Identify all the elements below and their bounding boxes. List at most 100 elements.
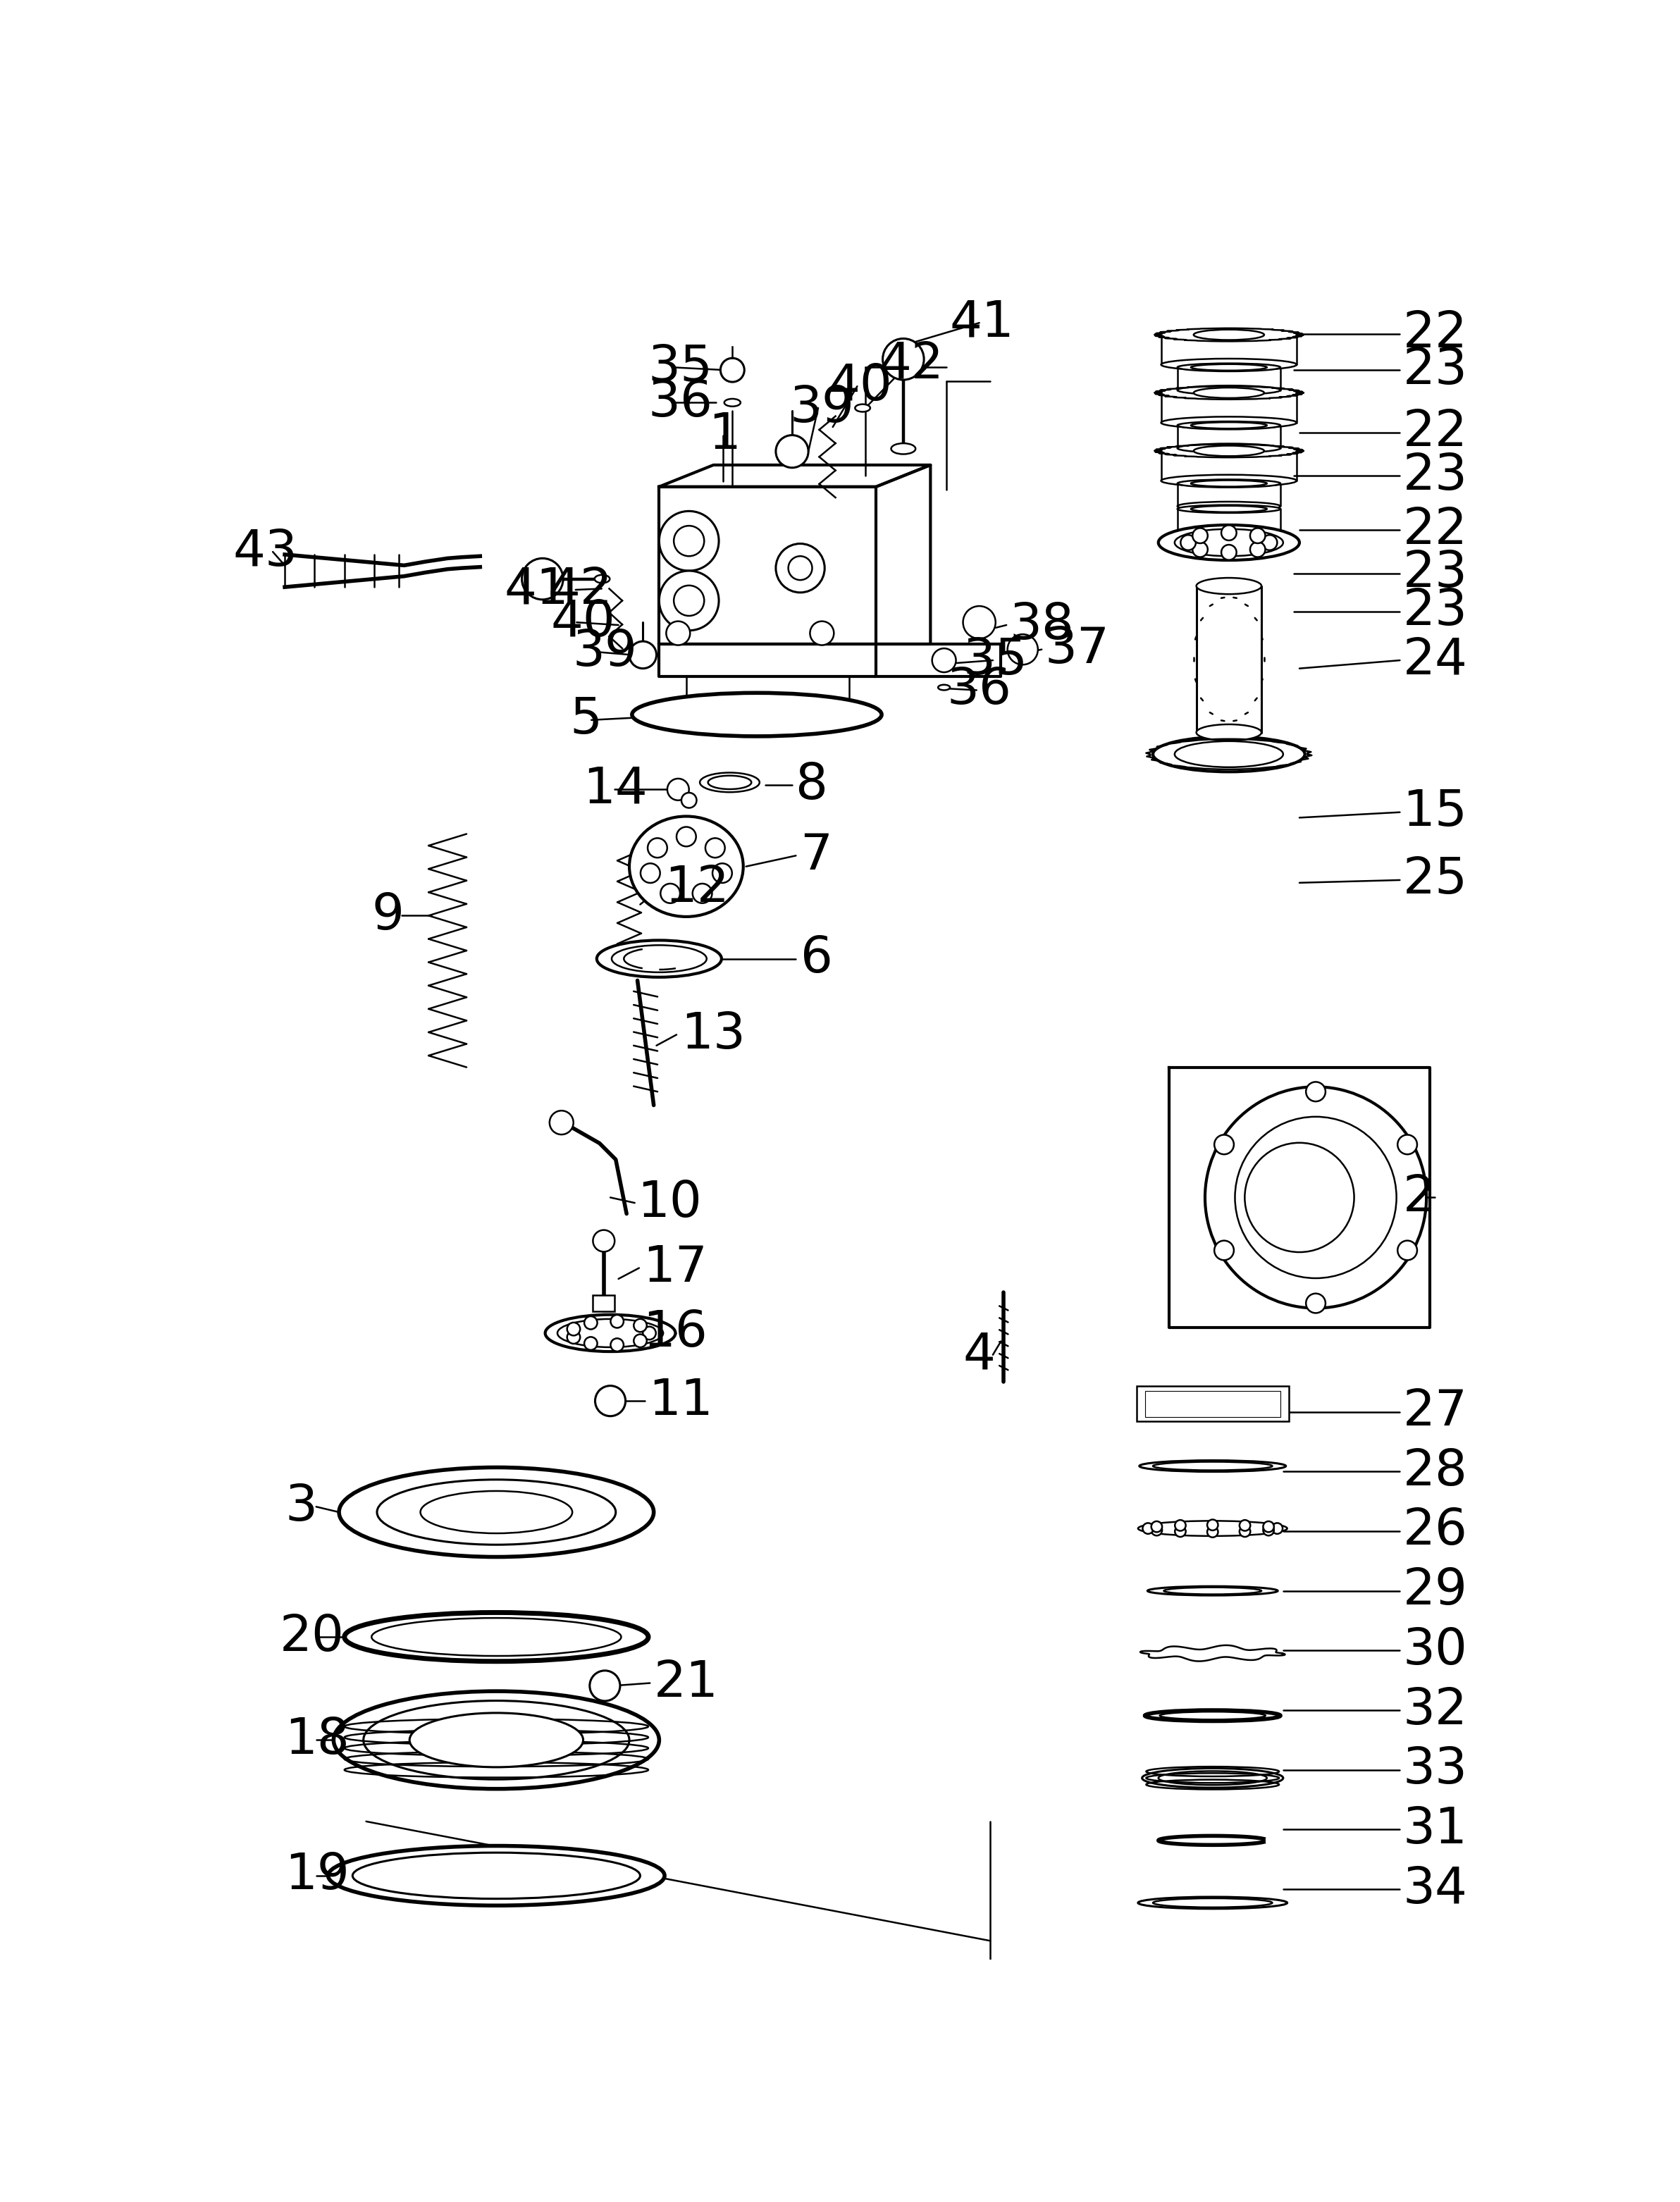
Text: 26: 26 xyxy=(1403,1506,1467,1555)
Circle shape xyxy=(963,606,996,639)
Ellipse shape xyxy=(1159,1711,1265,1720)
Circle shape xyxy=(674,586,704,617)
Ellipse shape xyxy=(353,1852,640,1898)
Text: 6: 6 xyxy=(800,934,833,982)
Ellipse shape xyxy=(1161,359,1297,370)
Text: 36: 36 xyxy=(948,665,1011,713)
Circle shape xyxy=(593,1231,615,1251)
Circle shape xyxy=(1193,542,1208,557)
Circle shape xyxy=(585,1337,598,1350)
Circle shape xyxy=(1181,535,1196,550)
Text: 7: 7 xyxy=(800,832,833,881)
Ellipse shape xyxy=(701,773,759,793)
Circle shape xyxy=(1240,1526,1250,1537)
Text: 40: 40 xyxy=(551,599,615,647)
Text: 38: 38 xyxy=(1010,601,1074,650)
Circle shape xyxy=(660,883,680,903)
Circle shape xyxy=(1208,1519,1218,1530)
Ellipse shape xyxy=(1178,480,1280,487)
Circle shape xyxy=(1174,1519,1186,1530)
Circle shape xyxy=(1263,1524,1273,1535)
Circle shape xyxy=(1151,1524,1163,1535)
Circle shape xyxy=(1272,1524,1282,1535)
Ellipse shape xyxy=(1142,1768,1284,1788)
Ellipse shape xyxy=(328,1845,665,1905)
Circle shape xyxy=(549,1110,573,1134)
Ellipse shape xyxy=(339,1467,654,1557)
Text: 33: 33 xyxy=(1403,1746,1467,1795)
Text: 4: 4 xyxy=(963,1330,995,1378)
Ellipse shape xyxy=(558,1319,664,1348)
Text: 35: 35 xyxy=(648,344,714,392)
Ellipse shape xyxy=(1193,388,1263,399)
Ellipse shape xyxy=(1174,528,1284,557)
Text: 41: 41 xyxy=(949,299,1015,348)
Ellipse shape xyxy=(1178,385,1280,394)
Circle shape xyxy=(1398,1134,1418,1154)
Text: 13: 13 xyxy=(680,1011,746,1059)
Text: 23: 23 xyxy=(1403,451,1467,500)
Text: 37: 37 xyxy=(1045,625,1109,674)
Ellipse shape xyxy=(1158,1770,1267,1786)
Text: 8: 8 xyxy=(795,762,827,810)
Circle shape xyxy=(682,793,697,808)
Bar xyxy=(1144,1392,1280,1418)
Text: 41: 41 xyxy=(504,566,570,614)
Ellipse shape xyxy=(363,1700,630,1779)
Ellipse shape xyxy=(595,575,610,584)
Circle shape xyxy=(692,883,712,903)
Circle shape xyxy=(667,780,689,799)
Text: 22: 22 xyxy=(1403,506,1467,555)
Circle shape xyxy=(706,839,724,857)
Circle shape xyxy=(568,1323,580,1337)
Text: 32: 32 xyxy=(1403,1687,1467,1735)
Text: 3: 3 xyxy=(284,1482,318,1530)
Circle shape xyxy=(1208,1526,1218,1537)
Text: 31: 31 xyxy=(1403,1806,1467,1854)
Circle shape xyxy=(595,1385,625,1416)
Text: 35: 35 xyxy=(963,636,1028,685)
Ellipse shape xyxy=(1193,445,1263,456)
Text: 20: 20 xyxy=(279,1612,344,1660)
Circle shape xyxy=(1262,535,1277,550)
Text: 42: 42 xyxy=(548,566,613,614)
Ellipse shape xyxy=(1152,1462,1272,1471)
Text: 14: 14 xyxy=(583,764,648,815)
Circle shape xyxy=(630,641,657,669)
Ellipse shape xyxy=(1178,363,1280,372)
Ellipse shape xyxy=(1191,423,1267,429)
Text: 23: 23 xyxy=(1403,588,1467,636)
Circle shape xyxy=(659,511,719,570)
Ellipse shape xyxy=(1144,1711,1280,1722)
Text: 23: 23 xyxy=(1403,548,1467,597)
Text: 30: 30 xyxy=(1403,1627,1467,1676)
Circle shape xyxy=(882,339,924,379)
Text: 34: 34 xyxy=(1403,1865,1467,1914)
Ellipse shape xyxy=(376,1480,617,1546)
Text: 10: 10 xyxy=(637,1178,702,1227)
Circle shape xyxy=(1263,1522,1273,1533)
Text: 18: 18 xyxy=(284,1715,349,1764)
Ellipse shape xyxy=(1235,1116,1396,1277)
Ellipse shape xyxy=(1174,742,1284,766)
Circle shape xyxy=(1215,1134,1233,1154)
Ellipse shape xyxy=(344,1612,648,1660)
Text: 27: 27 xyxy=(1403,1387,1467,1436)
Ellipse shape xyxy=(632,694,882,735)
Circle shape xyxy=(721,359,744,381)
Circle shape xyxy=(633,1319,647,1332)
Ellipse shape xyxy=(1152,735,1305,773)
Circle shape xyxy=(590,1671,620,1700)
Circle shape xyxy=(640,863,660,883)
Circle shape xyxy=(648,839,667,857)
Ellipse shape xyxy=(1178,443,1280,454)
Ellipse shape xyxy=(1205,1088,1426,1308)
Text: 36: 36 xyxy=(648,379,712,427)
Circle shape xyxy=(1008,634,1038,665)
Bar xyxy=(593,1295,615,1312)
Text: 22: 22 xyxy=(1403,407,1467,456)
Ellipse shape xyxy=(1147,1585,1278,1596)
Ellipse shape xyxy=(420,1491,573,1533)
Ellipse shape xyxy=(1152,1898,1272,1907)
Circle shape xyxy=(810,621,833,645)
